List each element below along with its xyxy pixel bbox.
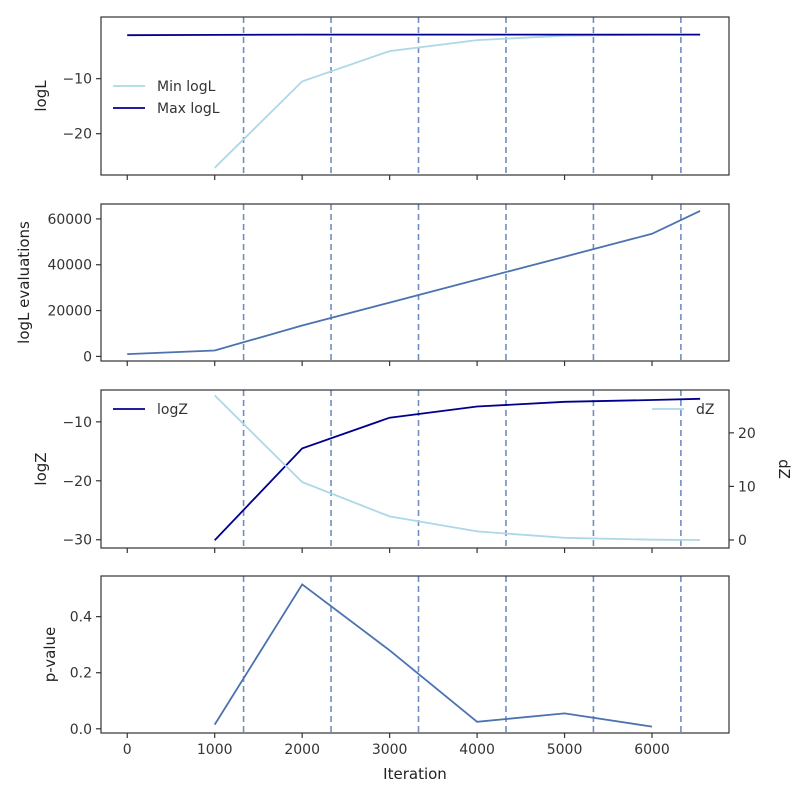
- axes-frame: [100, 203, 730, 362]
- panel-2: 0 20000 40000 60000 logL evaluations: [15, 203, 730, 366]
- x-tick-label: 4000: [459, 742, 495, 758]
- axes-frame: [100, 389, 730, 549]
- panel-1: −10 −20 logL Min logL Max logL: [32, 16, 730, 180]
- y-tick-label: 40000: [47, 258, 92, 274]
- x-tick-label: 1000: [197, 742, 233, 758]
- x-tick-label: 5000: [547, 742, 583, 758]
- legend-label: Min logL: [157, 79, 216, 95]
- axes-frame: [100, 575, 730, 734]
- series-line-max-logl: [127, 33, 701, 37]
- y-tick-label: −20: [62, 474, 92, 490]
- y-tick-label: −10: [62, 72, 92, 88]
- series-line-logz: [214, 397, 701, 541]
- x-tick-label: 2000: [284, 742, 320, 758]
- y-tick-label: −30: [62, 533, 92, 549]
- axes-frame: [100, 16, 730, 176]
- y-axis-label-right: dZ: [775, 459, 793, 479]
- series-line-1: [127, 210, 701, 355]
- y-tick-label: −10: [62, 415, 92, 431]
- y-right-tick-label: 0: [738, 533, 747, 549]
- y-right-tick-label: 10: [738, 479, 756, 495]
- y-tick-label: 20000: [47, 304, 92, 320]
- y-tick-label: 0: [83, 349, 92, 365]
- x-tick-label: 6000: [634, 742, 670, 758]
- y-axis-label: logL: [32, 80, 50, 112]
- y-axis-label: logL evaluations: [15, 221, 33, 344]
- y-tick-label: −20: [62, 127, 92, 143]
- y-axis-label: p-value: [41, 627, 59, 683]
- legend-label: dZ: [696, 402, 714, 418]
- series-line-1: [213, 583, 653, 728]
- legend-label: Max logL: [157, 101, 220, 117]
- panel-3: −10 −20 −30 0 10 20 dZ logZ logZ dZ: [32, 389, 793, 553]
- x-tick-label: 3000: [372, 742, 408, 758]
- series-line-dz: [214, 394, 701, 541]
- legend-label: logZ: [157, 402, 188, 418]
- y-tick-label: 0.2: [70, 666, 92, 682]
- series-line-min-logl: [214, 33, 701, 169]
- y-tick-label: 0.4: [70, 610, 92, 626]
- x-tick-label: 0: [123, 742, 132, 758]
- y-tick-label: 0.0: [70, 722, 92, 738]
- y-tick-label: 60000: [47, 212, 92, 228]
- y-right-tick-label: 20: [738, 426, 756, 442]
- x-axis-label: Iteration: [383, 765, 447, 783]
- y-axis-label: logZ: [32, 452, 50, 485]
- panel-4: 0.0 0.2 0.4 0 1000 2000 3000 4000 5000 6000 p-valu…: [41, 575, 730, 783]
